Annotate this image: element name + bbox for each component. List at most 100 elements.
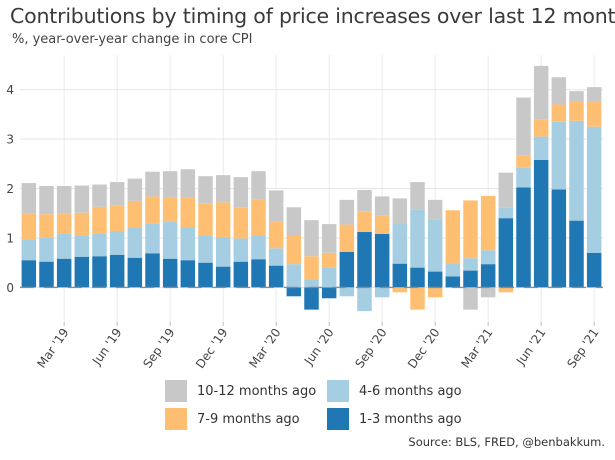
- bar-segment-4-6-months-ago: [233, 238, 249, 262]
- bar-segment-7-9-months-ago: [498, 287, 514, 293]
- bar-segment-10-12-months-ago: [304, 220, 319, 257]
- bar-segment-10-12-months-ago: [251, 171, 266, 200]
- bar-segment-1-3-months-ago: [198, 262, 213, 288]
- bar-segment-10-12-months-ago: [410, 182, 425, 210]
- legend-label-1-3: 1-3 months ago: [359, 411, 462, 427]
- legend-item-1-3: 1-3 months ago: [327, 408, 462, 430]
- x-tick-label: Dec '19: [193, 326, 231, 371]
- legend-label-7-9: 7-9 months ago: [197, 411, 300, 427]
- bar-segment-1-3-months-ago: [463, 270, 478, 288]
- y-tick-label: 0: [6, 281, 14, 295]
- bar-segment-7-9-months-ago: [92, 206, 107, 234]
- bar-segment-4-6-months-ago: [427, 219, 443, 272]
- bar-segment-7-9-months-ago: [374, 215, 390, 234]
- bar-segment-1-3-months-ago: [268, 265, 284, 288]
- bar-segment-7-9-months-ago: [516, 155, 531, 168]
- bar-segment-10-12-months-ago: [233, 177, 249, 208]
- y-tick-label: 3: [6, 133, 14, 147]
- bar-segment-10-12-months-ago: [92, 184, 107, 207]
- bar-segment-10-12-months-ago: [357, 189, 372, 212]
- bar-segment-4-6-months-ago: [374, 287, 390, 298]
- bar-segment-10-12-months-ago: [392, 198, 408, 224]
- chart-subtitle: %, year-over-year change in core CPI: [12, 32, 253, 47]
- bar-segment-10-12-months-ago: [551, 77, 567, 105]
- bar-segment-4-6-months-ago: [74, 235, 90, 257]
- bar-segment-4-6-months-ago: [286, 264, 302, 288]
- bar-segment-1-3-months-ago: [445, 276, 461, 288]
- bar-segment-4-6-months-ago: [180, 227, 196, 261]
- bar-segment-7-9-months-ago: [339, 224, 355, 252]
- bar-segment-1-3-months-ago: [357, 232, 372, 288]
- legend-swatch-1-3: [327, 408, 349, 430]
- bar-segment-1-3-months-ago: [92, 256, 107, 288]
- bar-segment-10-12-months-ago: [268, 190, 284, 222]
- bar-segment-1-3-months-ago: [392, 263, 408, 288]
- bar-segment-4-6-months-ago: [251, 235, 266, 260]
- bar-segment-1-3-months-ago: [339, 251, 355, 288]
- legend-label-4-6: 4-6 months ago: [359, 383, 462, 399]
- bar-segment-1-3-months-ago: [286, 287, 302, 297]
- bar-segment-1-3-months-ago: [233, 261, 249, 288]
- bar-segment-4-6-months-ago: [480, 250, 496, 265]
- bar-segment-7-9-months-ago: [74, 212, 90, 236]
- bar-segment-7-9-months-ago: [551, 104, 567, 122]
- bar-segment-1-3-months-ago: [586, 252, 602, 288]
- bar-segment-7-9-months-ago: [357, 211, 372, 233]
- bar-segment-1-3-months-ago: [39, 261, 54, 288]
- bar-segment-1-3-months-ago: [427, 271, 443, 288]
- bar-segment-4-6-months-ago: [498, 207, 514, 219]
- bar-segment-1-3-months-ago: [162, 258, 178, 288]
- x-tick-label: Sep '21: [564, 326, 601, 371]
- bar-segment-10-12-months-ago: [180, 169, 196, 198]
- bar-segment-7-9-months-ago: [198, 203, 213, 236]
- source-note: Source: BLS, FRED, @benbakkum.: [408, 435, 605, 449]
- bar-segment-4-6-months-ago: [145, 223, 160, 254]
- bar-segment-4-6-months-ago: [21, 239, 37, 261]
- bar-segment-4-6-months-ago: [357, 287, 372, 312]
- bar-segment-4-6-months-ago: [445, 263, 461, 277]
- bar-segment-7-9-months-ago: [533, 119, 549, 137]
- bar-segment-4-6-months-ago: [92, 233, 107, 257]
- legend-swatch-7-9: [165, 408, 187, 430]
- bar-segment-1-3-months-ago: [180, 260, 196, 288]
- bar-segment-10-12-months-ago: [533, 65, 549, 120]
- bar-segment-1-3-months-ago: [127, 257, 143, 288]
- bar-segment-7-9-months-ago: [145, 196, 160, 224]
- bar-segment-7-9-months-ago: [569, 100, 584, 121]
- bar-segment-7-9-months-ago: [586, 100, 602, 127]
- legend-swatch-10-12: [165, 380, 187, 402]
- x-tick-label: Jun '19: [89, 326, 125, 369]
- bar-segment-1-3-months-ago: [145, 253, 160, 288]
- bar-segment-1-3-months-ago: [551, 189, 567, 288]
- bar-segment-1-3-months-ago: [374, 233, 390, 288]
- bar-segment-1-3-months-ago: [516, 187, 531, 288]
- bar-segment-10-12-months-ago: [215, 175, 231, 203]
- legend-label-10-12: 10-12 months ago: [197, 383, 317, 399]
- bar-segment-10-12-months-ago: [162, 171, 178, 197]
- chart-title: Contributions by timing of price increas…: [10, 4, 615, 28]
- legend-swatch-4-6: [327, 380, 349, 402]
- bar-segment-10-12-months-ago: [569, 91, 584, 101]
- bar-segment-1-3-months-ago: [533, 159, 549, 288]
- bar-segment-1-3-months-ago: [56, 258, 72, 288]
- bar-segment-4-6-months-ago: [392, 223, 408, 264]
- bar-segment-10-12-months-ago: [463, 287, 478, 310]
- bar-segment-1-3-months-ago: [251, 259, 266, 288]
- bar-segment-7-9-months-ago: [427, 287, 443, 298]
- bar-segment-7-9-months-ago: [251, 199, 266, 236]
- bar-segment-10-12-months-ago: [74, 185, 90, 213]
- bar-segment-10-12-months-ago: [109, 182, 125, 206]
- legend-item-10-12: 10-12 months ago: [165, 380, 316, 402]
- x-tick-label: Sep '19: [140, 326, 177, 371]
- bar-segment-10-12-months-ago: [498, 172, 514, 208]
- bar-segment-4-6-months-ago: [463, 258, 478, 271]
- bar-segment-10-12-months-ago: [127, 178, 143, 201]
- bar-segment-10-12-months-ago: [339, 199, 355, 225]
- bar-segment-4-6-months-ago: [268, 248, 284, 266]
- bar-segment-7-9-months-ago: [233, 207, 249, 239]
- bar-segment-4-6-months-ago: [215, 236, 231, 267]
- bar-segment-1-3-months-ago: [304, 287, 319, 310]
- bar-segment-1-3-months-ago: [74, 256, 90, 288]
- bar-segment-4-6-months-ago: [304, 279, 319, 288]
- bar-segment-7-9-months-ago: [286, 235, 302, 265]
